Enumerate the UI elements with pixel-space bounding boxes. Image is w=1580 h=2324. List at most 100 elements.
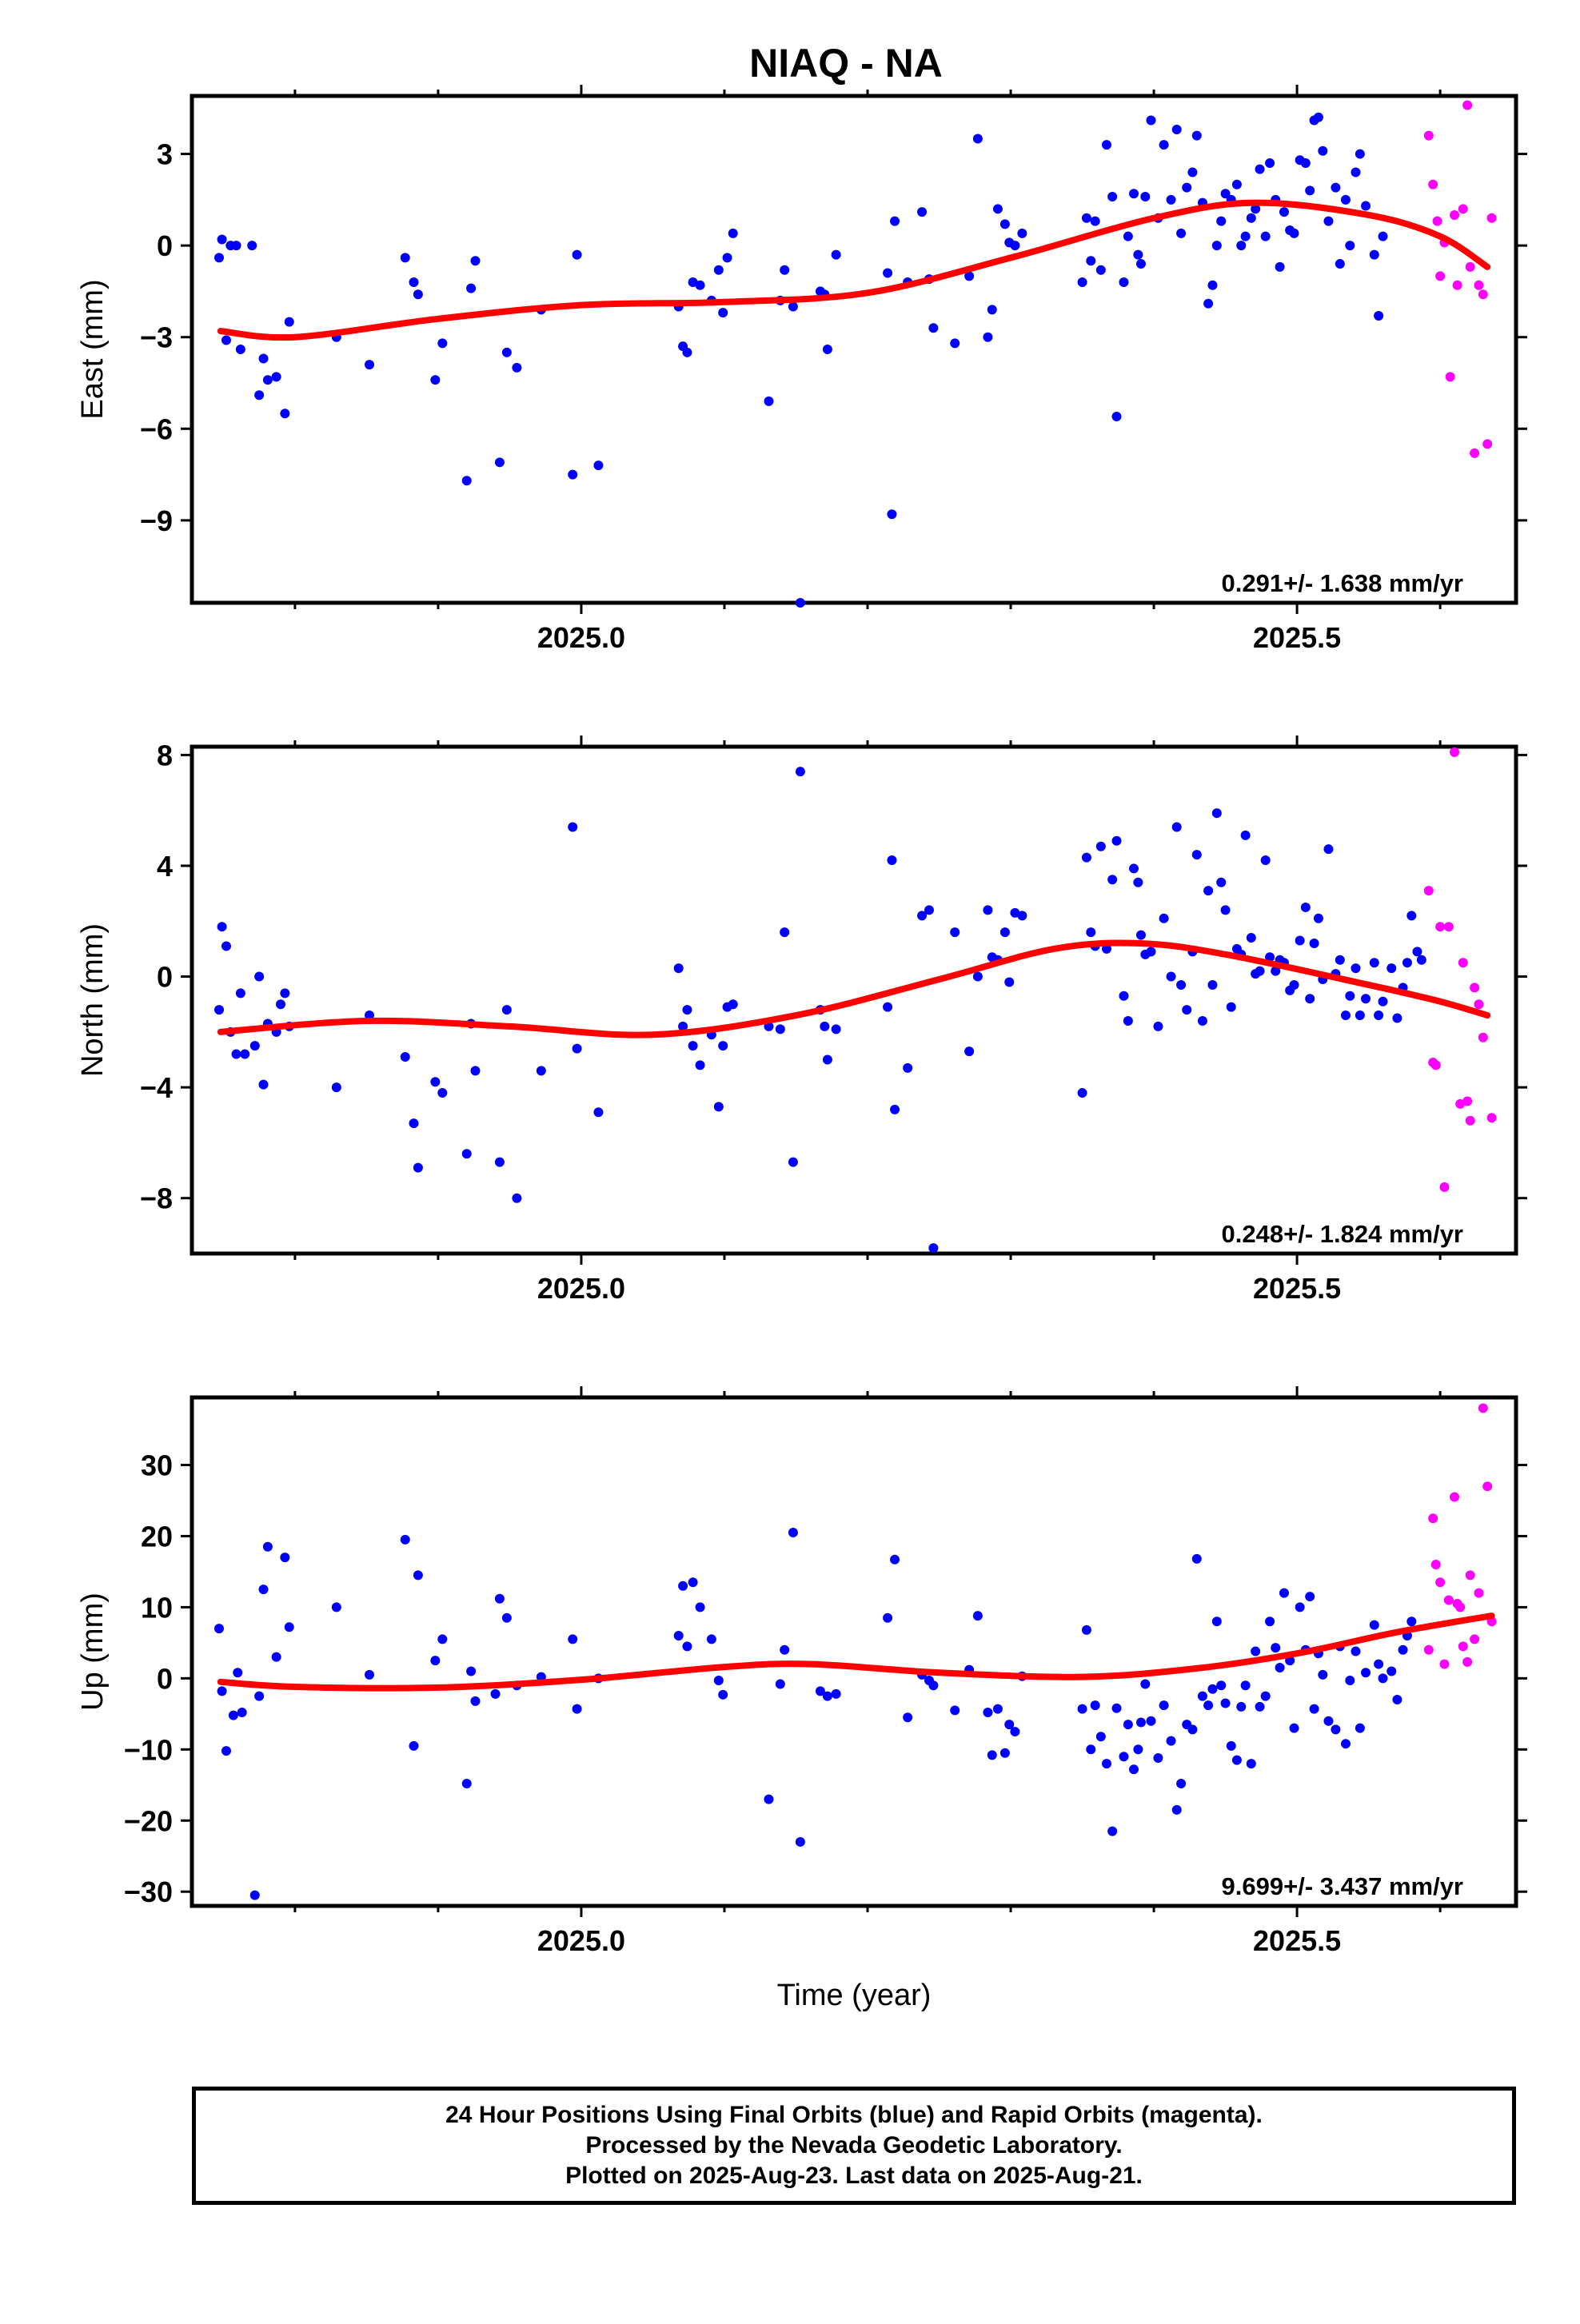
- final-orbit-point: [682, 1641, 692, 1652]
- rapid-orbit-point: [1462, 1656, 1473, 1667]
- rapid-orbit-point: [1474, 999, 1484, 1010]
- x-tick-label: 2025.0: [537, 1924, 625, 1957]
- final-orbit-point: [1081, 213, 1091, 223]
- final-orbit-point: [1265, 158, 1275, 169]
- final-orbit-point: [1140, 192, 1151, 202]
- final-orbit-point: [1361, 994, 1371, 1004]
- rapid-orbit-point: [1443, 922, 1454, 932]
- final-orbit-point: [1133, 1744, 1143, 1755]
- final-orbit-point: [1077, 277, 1087, 287]
- final-orbit-point: [494, 1593, 505, 1604]
- y-tick-label: 0: [157, 961, 173, 994]
- final-orbit-point: [262, 375, 273, 385]
- final-orbit-point: [413, 289, 423, 300]
- final-orbit-point: [1135, 930, 1146, 940]
- final-orbit-point: [1369, 1620, 1379, 1630]
- final-orbit-point: [678, 1021, 688, 1031]
- final-orbit-point: [240, 1049, 250, 1059]
- final-orbit-point: [1095, 265, 1106, 275]
- final-orbit-point: [461, 476, 472, 486]
- final-orbit-point: [883, 268, 893, 278]
- y-tick-label: 8: [157, 739, 173, 771]
- final-orbit-point: [512, 1193, 522, 1203]
- final-orbit-point: [258, 1079, 269, 1090]
- final-orbit-point: [400, 253, 410, 263]
- final-orbit-point: [430, 1656, 441, 1666]
- y-tick-label: 0: [157, 1662, 173, 1695]
- rapid-orbit-point: [1428, 179, 1438, 189]
- final-orbit-point: [1171, 822, 1182, 832]
- final-orbit-point: [1355, 1011, 1365, 1021]
- final-orbit-point: [254, 390, 265, 401]
- final-orbit-point: [983, 1708, 993, 1718]
- rapid-orbit-point: [1455, 1602, 1466, 1612]
- final-orbit-point: [822, 1054, 832, 1065]
- final-orbit-point: [1313, 112, 1323, 122]
- final-orbit-point: [1081, 852, 1091, 863]
- final-orbit-point: [494, 1157, 505, 1167]
- final-orbit-point: [903, 1062, 913, 1073]
- final-orbit-point: [1191, 130, 1202, 141]
- final-orbit-point: [964, 271, 975, 281]
- final-orbit-point: [822, 1691, 832, 1701]
- final-orbit-point: [430, 375, 441, 385]
- final-orbit-point: [409, 1740, 419, 1751]
- rapid-orbit-point: [1470, 983, 1480, 993]
- final-orbit-point: [987, 305, 997, 315]
- final-orbit-point: [1216, 1680, 1227, 1691]
- final-orbit-point: [903, 1712, 913, 1723]
- rapid-orbit-point: [1435, 922, 1446, 932]
- final-orbit-point: [983, 332, 993, 342]
- final-orbit-point: [1240, 231, 1251, 241]
- final-orbit-point: [1226, 1740, 1236, 1751]
- final-orbit-point: [593, 1107, 604, 1118]
- final-orbit-point: [883, 1612, 893, 1623]
- y-tick-label: 20: [141, 1520, 173, 1553]
- final-orbit-point: [928, 1680, 939, 1691]
- final-orbit-point: [1345, 241, 1355, 251]
- final-orbit-point: [1378, 1673, 1388, 1684]
- final-orbit-point: [437, 1088, 448, 1098]
- final-orbit-point: [1086, 1744, 1096, 1755]
- final-orbit-point: [1135, 1717, 1146, 1728]
- final-orbit-point: [1374, 310, 1384, 321]
- final-orbit-point: [214, 1005, 225, 1015]
- final-orbit-point: [1133, 249, 1143, 260]
- final-orbit-point: [1153, 1021, 1163, 1031]
- final-orbit-point: [501, 347, 512, 357]
- final-orbit-point: [1340, 1739, 1351, 1749]
- final-orbit-point: [1220, 189, 1231, 199]
- final-orbit-point: [780, 927, 790, 938]
- final-orbit-point: [1107, 1826, 1118, 1836]
- final-orbit-point: [788, 1528, 798, 1538]
- trend-line: [217, 1612, 1495, 1692]
- final-orbit-point: [1295, 935, 1305, 946]
- final-orbit-point: [1279, 1588, 1289, 1598]
- final-orbit-point: [831, 1024, 841, 1034]
- final-orbit-point: [1166, 971, 1176, 982]
- final-orbit-point: [1255, 1701, 1265, 1712]
- final-orbit-point: [1289, 228, 1299, 238]
- final-orbit-point: [1159, 913, 1169, 923]
- final-orbit-point: [364, 360, 374, 370]
- final-orbit-point: [231, 1049, 241, 1059]
- y-tick-label: −3: [140, 321, 173, 354]
- final-orbit-point: [682, 1005, 692, 1015]
- final-orbit-point: [928, 323, 939, 333]
- final-orbit-point: [258, 1585, 269, 1595]
- final-orbit-point: [1236, 1701, 1247, 1712]
- final-orbit-point: [775, 1679, 785, 1689]
- final-orbit-point: [275, 999, 285, 1010]
- rapid-orbit-point: [1439, 1659, 1450, 1669]
- final-orbit-point: [1378, 231, 1388, 241]
- final-orbit-point: [1392, 1695, 1402, 1705]
- final-orbit-point: [1378, 996, 1388, 1007]
- final-orbit-point: [1086, 927, 1096, 938]
- final-orbit-point: [430, 1077, 441, 1087]
- final-orbit-point: [713, 1102, 724, 1112]
- final-orbit-point: [831, 249, 841, 260]
- final-orbit-point: [461, 1779, 472, 1789]
- final-orbit-point: [1406, 911, 1417, 921]
- final-orbit-point: [1146, 115, 1156, 126]
- final-orbit-point: [972, 1611, 983, 1621]
